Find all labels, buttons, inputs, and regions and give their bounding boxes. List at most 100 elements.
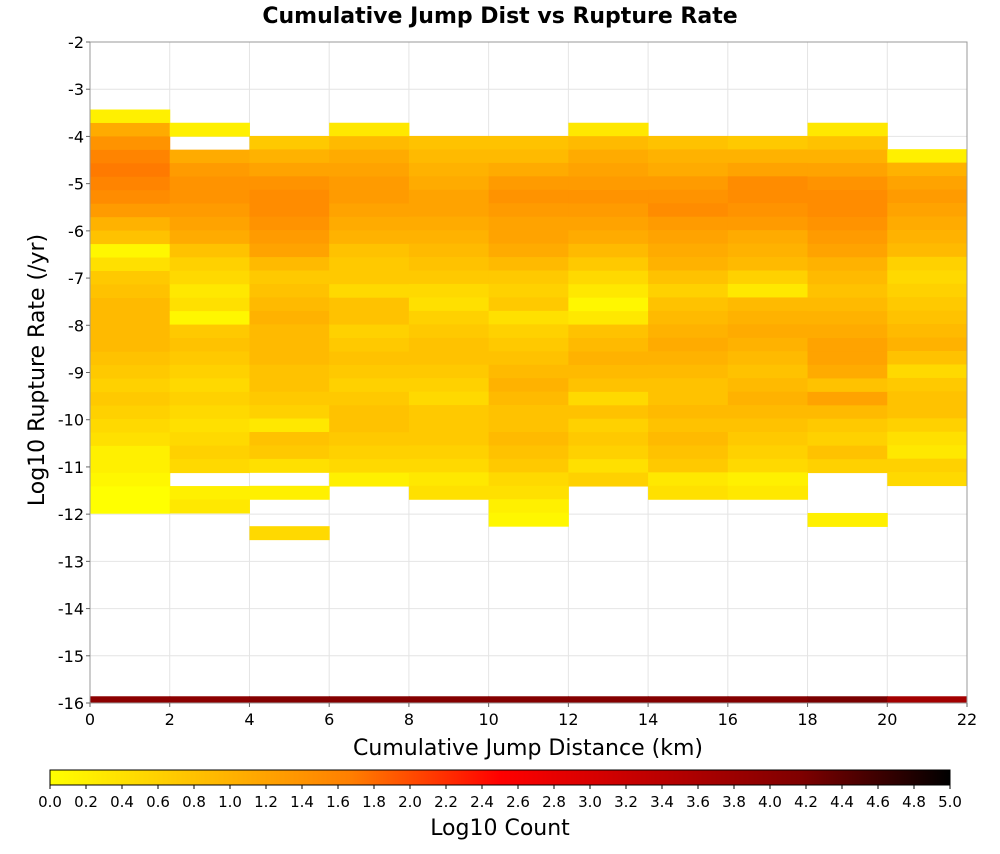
heatmap-cell (329, 176, 410, 191)
heatmap-cell (408, 176, 490, 191)
heatmap-cell (568, 445, 649, 460)
heatmap-cell (249, 189, 330, 204)
heatmap-cell (727, 431, 809, 446)
heatmap-cell (408, 297, 490, 312)
heatmap-cell (727, 189, 809, 204)
heatmap-cell (568, 472, 649, 487)
heatmap-cell (249, 176, 330, 191)
heatmap-cell (90, 378, 171, 393)
heatmap-cell (488, 149, 569, 164)
heatmap-cell (169, 351, 250, 366)
heatmap-cell (488, 162, 569, 177)
heatmap-cell (488, 351, 569, 366)
heatmap-cell (648, 149, 729, 164)
heatmap-cell (807, 243, 888, 258)
heatmap-cell (329, 378, 410, 393)
heatmap-cells (90, 109, 968, 703)
heatmap-cell (90, 432, 171, 447)
heatmap-cell (807, 311, 888, 326)
heatmap-cell (648, 364, 729, 379)
heatmap-cell (648, 485, 729, 500)
heatmap-cell (887, 243, 968, 258)
heatmap-cell (807, 324, 888, 339)
heatmap-cell (408, 230, 490, 245)
colorbar-tick-label: 2.6 (506, 793, 530, 811)
heatmap-cell (807, 512, 888, 527)
colorbar-tick-label: 1.0 (218, 793, 242, 811)
heatmap-cell (887, 364, 968, 379)
heatmap-cell (488, 189, 569, 204)
heatmap-cell (408, 391, 490, 406)
chart-title: Cumulative Jump Dist vs Rupture Rate (262, 4, 737, 29)
heatmap-cell (807, 203, 888, 218)
colorbar-tick-label: 0.2 (74, 793, 98, 811)
heatmap-cell (727, 405, 809, 420)
colorbar-tick-label: 1.2 (254, 793, 278, 811)
heatmap-cell (488, 337, 569, 352)
heatmap-cell (807, 163, 888, 178)
heatmap-cell (488, 418, 569, 433)
heatmap-cell (329, 351, 410, 366)
heatmap-cell (90, 351, 171, 366)
heatmap-cell (887, 216, 968, 231)
heatmap-cell (249, 135, 330, 150)
y-axis-ticks: -2 -3 -4 -5 -6 -7 -8 -9 -10 -11 -12 -13 -14 -15 -16 (58, 33, 90, 713)
colorbar-tick-label: 3.0 (578, 793, 602, 811)
heatmap-cell (648, 405, 729, 420)
heatmap-cell (408, 149, 490, 164)
heatmap-cell (408, 418, 490, 433)
heatmap-cell (727, 445, 809, 460)
heatmap-cell (887, 458, 968, 473)
x-tick-label: 4 (244, 710, 254, 729)
heatmap-cell (648, 391, 729, 406)
heatmap-cell (807, 230, 888, 245)
heatmap-cell (90, 499, 171, 514)
heatmap-cell (329, 405, 410, 420)
heatmap-cell (807, 136, 888, 151)
heatmap-cell (90, 122, 171, 137)
colorbar-tick-label: 0.0 (38, 793, 62, 811)
heatmap-cell (887, 162, 968, 177)
heatmap-cell (727, 257, 809, 272)
heatmap-cell (648, 257, 729, 272)
heatmap-cell (648, 445, 729, 460)
heatmap-cell (90, 486, 171, 501)
x-tick-label: 18 (797, 710, 817, 729)
heatmap-cell (90, 176, 171, 191)
heatmap-cell (408, 216, 490, 231)
heatmap-cell (807, 696, 888, 703)
heatmap-cell (488, 405, 569, 420)
heatmap-cell (488, 270, 569, 285)
y-tick-label: -14 (58, 600, 84, 619)
heatmap-cell (727, 310, 809, 325)
heatmap-cell (887, 297, 968, 312)
heatmap-cell (249, 162, 330, 177)
x-tick-label: 8 (404, 710, 414, 729)
heatmap-cell (568, 311, 649, 326)
heatmap-cell (568, 297, 649, 312)
heatmap-cell (169, 149, 250, 164)
heatmap-cell (648, 310, 729, 325)
heatmap-cell (568, 176, 649, 191)
heatmap-cell (807, 364, 888, 379)
y-tick-label: -7 (68, 269, 84, 288)
colorbar-tick-label: 3.6 (686, 793, 710, 811)
heatmap-cell (408, 324, 490, 339)
heatmap-cell (90, 190, 171, 205)
y-tick-label: -8 (68, 316, 84, 335)
heatmap-cell (408, 270, 490, 285)
heatmap-cell (648, 189, 729, 204)
heatmap-cell (249, 310, 330, 325)
heatmap-cell (727, 270, 809, 285)
heatmap-cell (887, 445, 968, 460)
heatmap-cell (807, 432, 888, 447)
heatmap-cell (249, 445, 330, 460)
heatmap-cell (887, 418, 968, 433)
heatmap-cell (90, 392, 171, 407)
heatmap-cell (727, 696, 809, 703)
heatmap-cell (807, 338, 888, 352)
y-tick-label: -16 (58, 694, 84, 713)
heatmap-cell (807, 176, 888, 191)
heatmap-cell (249, 431, 330, 446)
